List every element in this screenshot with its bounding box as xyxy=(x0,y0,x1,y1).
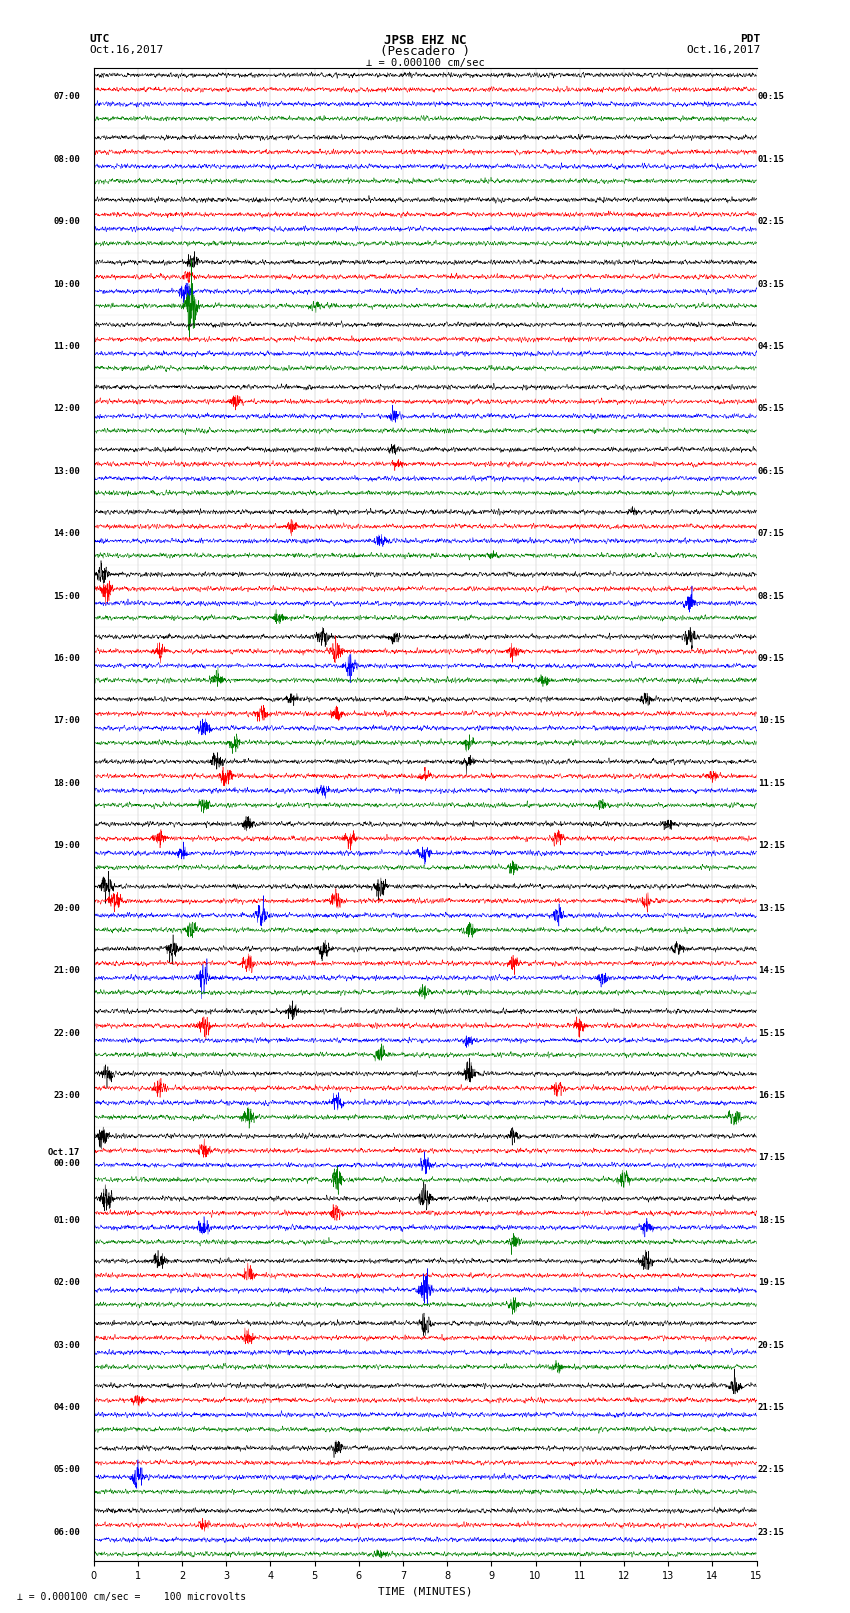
Text: 06:15: 06:15 xyxy=(758,466,785,476)
Text: Oct.16,2017: Oct.16,2017 xyxy=(687,45,761,55)
Text: 15:15: 15:15 xyxy=(758,1029,785,1037)
Text: 01:15: 01:15 xyxy=(758,155,785,163)
Text: 09:00: 09:00 xyxy=(54,218,80,226)
Text: 23:15: 23:15 xyxy=(758,1528,785,1537)
Text: Oct.17
00:00: Oct.17 00:00 xyxy=(48,1148,80,1168)
Text: 14:00: 14:00 xyxy=(54,529,80,539)
Text: 08:00: 08:00 xyxy=(54,155,80,163)
Text: 15:00: 15:00 xyxy=(54,592,80,600)
Text: 22:00: 22:00 xyxy=(54,1029,80,1037)
Text: 20:00: 20:00 xyxy=(54,903,80,913)
Text: 10:15: 10:15 xyxy=(758,716,785,726)
Text: 10:00: 10:00 xyxy=(54,279,80,289)
Text: Oct.16,2017: Oct.16,2017 xyxy=(89,45,163,55)
Text: 18:15: 18:15 xyxy=(758,1216,785,1224)
Text: 09:15: 09:15 xyxy=(758,653,785,663)
Text: 00:15: 00:15 xyxy=(758,92,785,102)
Text: 17:15: 17:15 xyxy=(758,1153,785,1163)
Text: ⊥ = 0.000100 cm/sec =    100 microvolts: ⊥ = 0.000100 cm/sec = 100 microvolts xyxy=(17,1592,246,1602)
Text: 07:00: 07:00 xyxy=(54,92,80,102)
Text: 04:00: 04:00 xyxy=(54,1403,80,1411)
Text: 18:00: 18:00 xyxy=(54,779,80,787)
Text: 16:15: 16:15 xyxy=(758,1090,785,1100)
Text: 03:15: 03:15 xyxy=(758,279,785,289)
Text: UTC: UTC xyxy=(89,34,110,44)
Text: 04:15: 04:15 xyxy=(758,342,785,352)
Text: 05:15: 05:15 xyxy=(758,405,785,413)
Text: 19:00: 19:00 xyxy=(54,842,80,850)
Text: 01:00: 01:00 xyxy=(54,1216,80,1224)
Text: 11:00: 11:00 xyxy=(54,342,80,352)
Text: 05:00: 05:00 xyxy=(54,1466,80,1474)
Text: 14:15: 14:15 xyxy=(758,966,785,976)
Text: 11:15: 11:15 xyxy=(758,779,785,787)
Text: 06:00: 06:00 xyxy=(54,1528,80,1537)
Text: 13:15: 13:15 xyxy=(758,903,785,913)
Text: 19:15: 19:15 xyxy=(758,1277,785,1287)
Text: 08:15: 08:15 xyxy=(758,592,785,600)
Text: (Pescadero ): (Pescadero ) xyxy=(380,45,470,58)
Text: 22:15: 22:15 xyxy=(758,1466,785,1474)
Text: 23:00: 23:00 xyxy=(54,1090,80,1100)
Text: 02:15: 02:15 xyxy=(758,218,785,226)
Text: ⊥ = 0.000100 cm/sec: ⊥ = 0.000100 cm/sec xyxy=(366,58,484,68)
Text: PDT: PDT xyxy=(740,34,761,44)
X-axis label: TIME (MINUTES): TIME (MINUTES) xyxy=(377,1587,473,1597)
Text: 21:15: 21:15 xyxy=(758,1403,785,1411)
Text: 17:00: 17:00 xyxy=(54,716,80,726)
Text: 20:15: 20:15 xyxy=(758,1340,785,1350)
Text: 12:15: 12:15 xyxy=(758,842,785,850)
Text: 13:00: 13:00 xyxy=(54,466,80,476)
Text: JPSB EHZ NC: JPSB EHZ NC xyxy=(383,34,467,47)
Text: 02:00: 02:00 xyxy=(54,1277,80,1287)
Text: 12:00: 12:00 xyxy=(54,405,80,413)
Text: 03:00: 03:00 xyxy=(54,1340,80,1350)
Text: 21:00: 21:00 xyxy=(54,966,80,976)
Text: 07:15: 07:15 xyxy=(758,529,785,539)
Text: 16:00: 16:00 xyxy=(54,653,80,663)
